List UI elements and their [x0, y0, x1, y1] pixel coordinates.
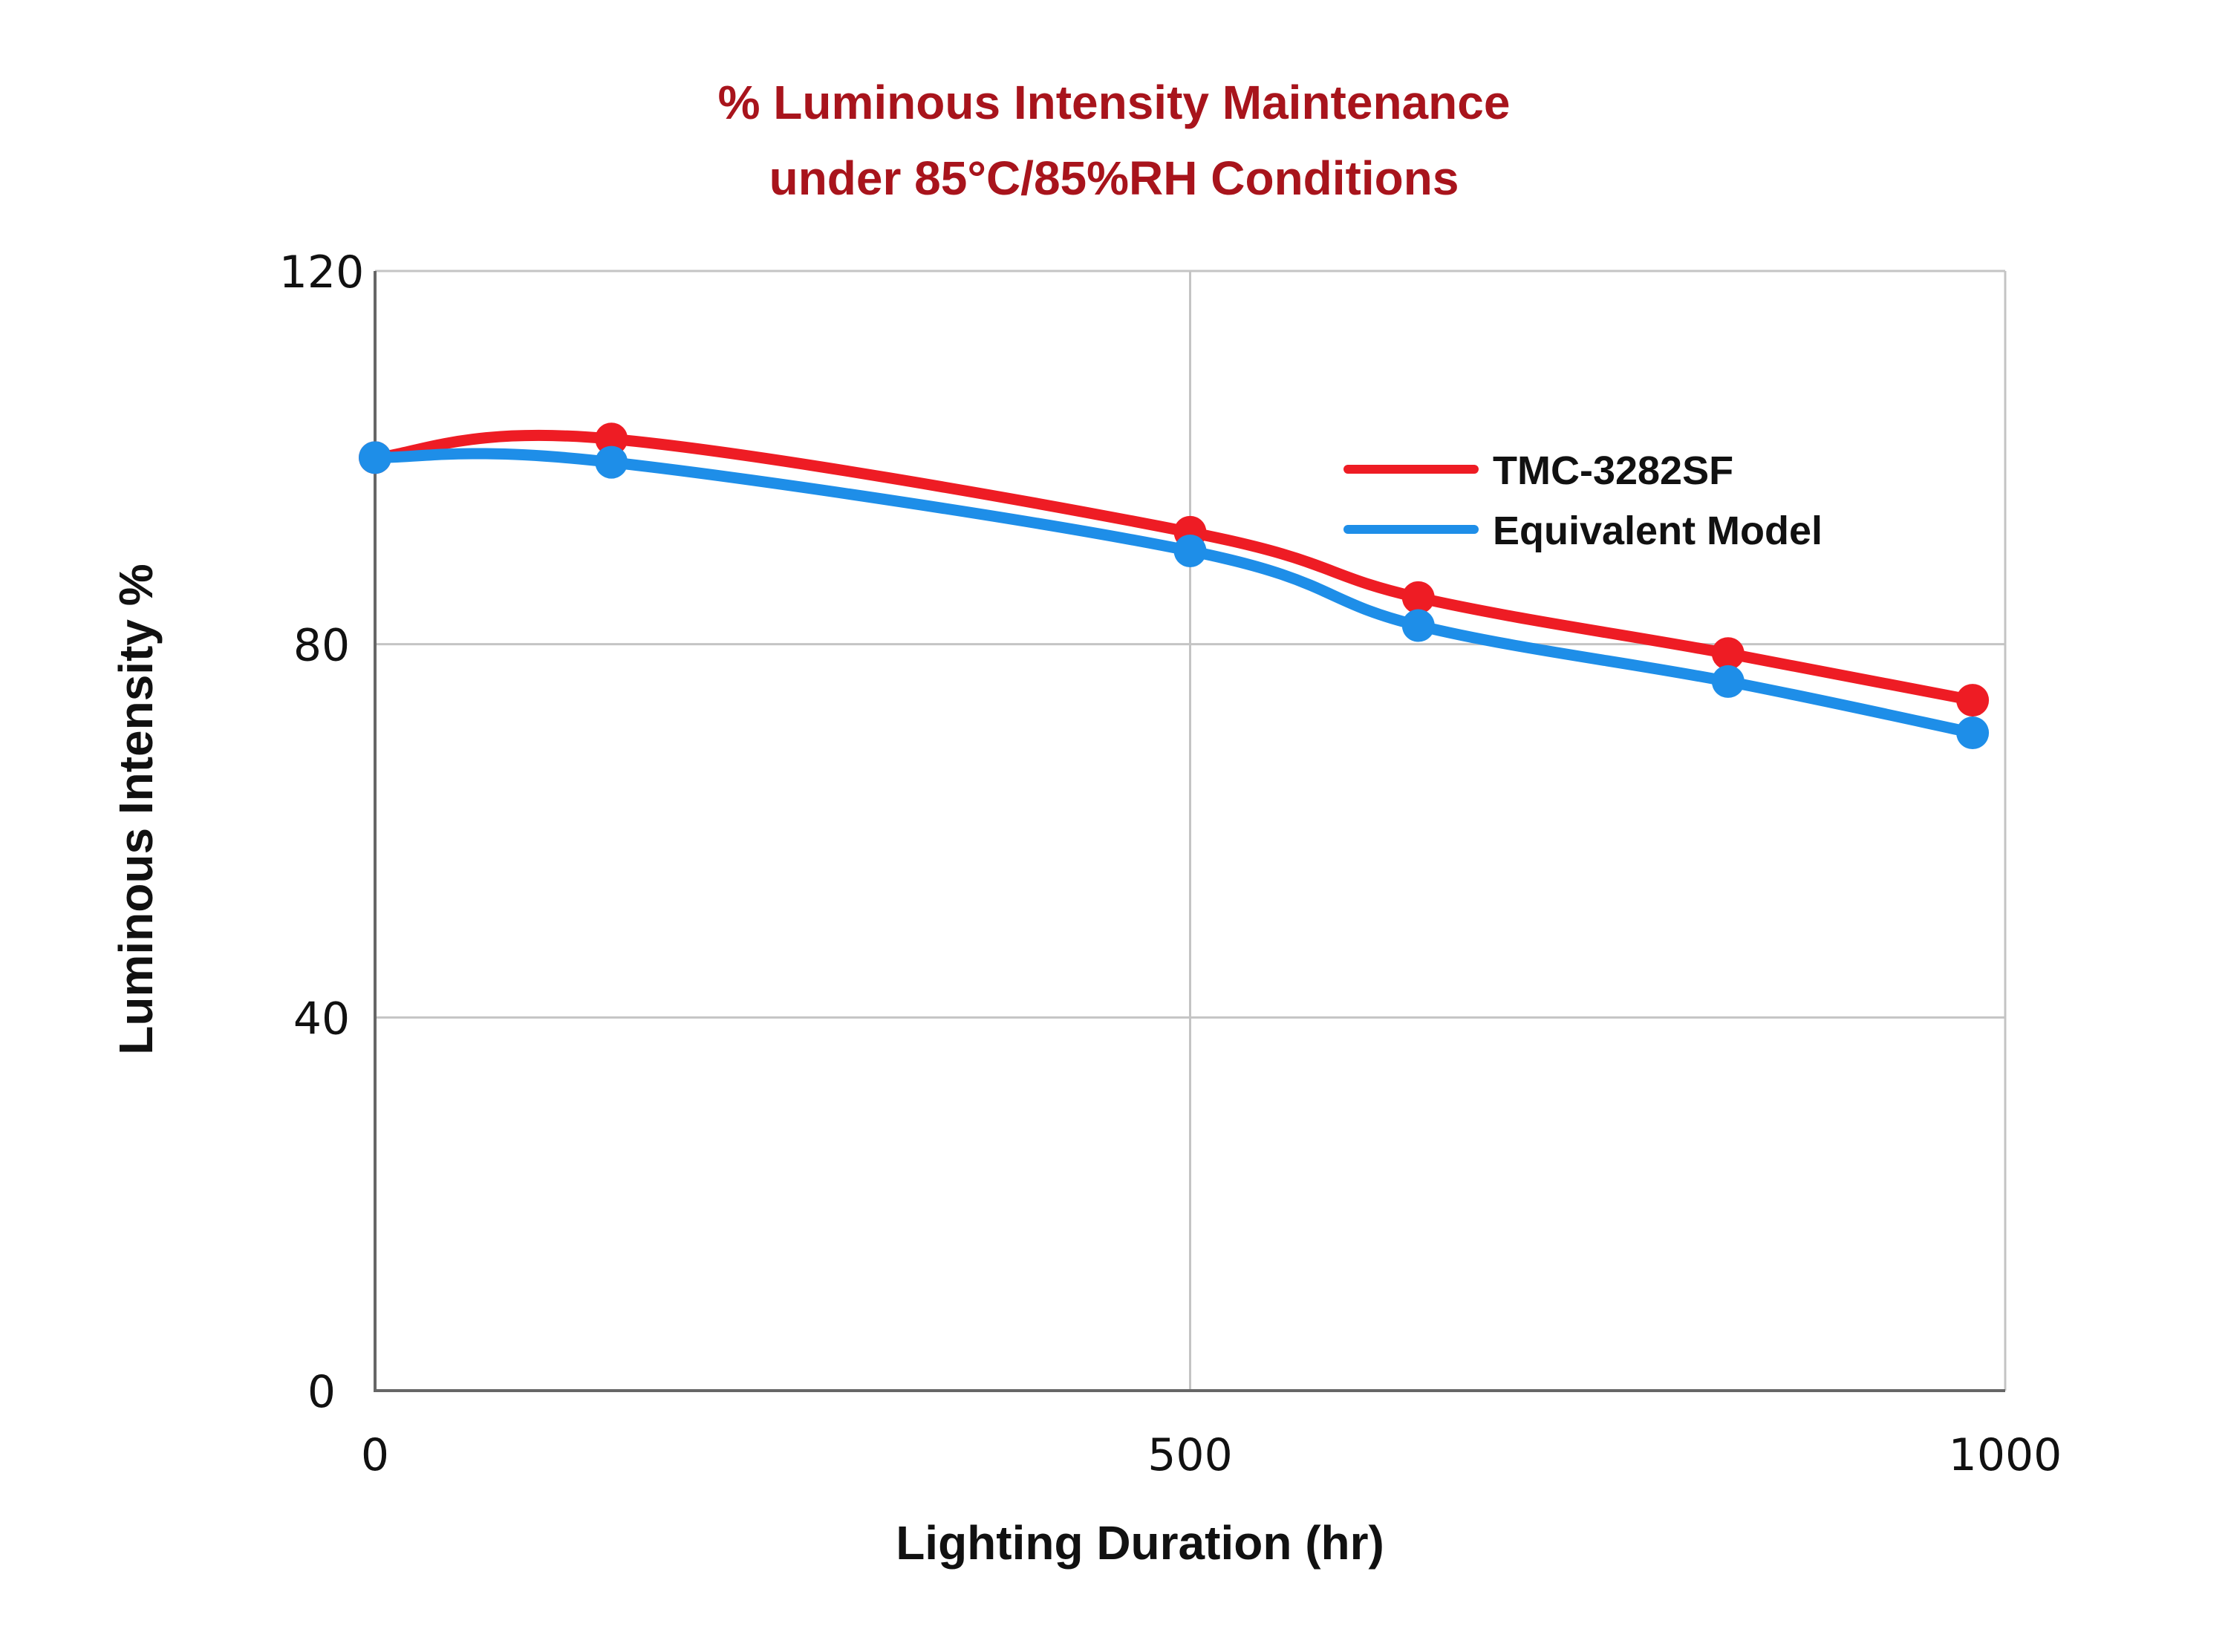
- y-tick-label-0: 0: [307, 1366, 336, 1418]
- y-tick-label-80: 80: [293, 620, 350, 672]
- x-axis-title: Lighting Duration (hr): [896, 1516, 1384, 1570]
- x-tick-label-1000: 1000: [1949, 1429, 2062, 1481]
- y-tick-label-40: 40: [293, 993, 350, 1045]
- data-point-equivalent-model-830: [1711, 665, 1745, 698]
- series: [359, 422, 1990, 750]
- x-tick-label-500: 500: [1147, 1429, 1233, 1481]
- grid-lines: [375, 270, 2007, 1391]
- legend: TMC-3282SF Equivalent Model: [1343, 448, 1823, 553]
- data-point-equivalent-model-145: [595, 445, 628, 479]
- data-point-equivalent-model-640: [1401, 609, 1435, 642]
- data-point-tmc-3282sf-830: [1711, 637, 1745, 670]
- data-point-equivalent-model-0: [359, 441, 391, 474]
- x-tick-label-0: 0: [361, 1429, 389, 1481]
- data-point-tmc-3282sf-980: [1956, 684, 1990, 717]
- data-point-tmc-3282sf-145: [595, 422, 628, 456]
- data-point-tmc-3282sf-640: [1401, 581, 1435, 614]
- data-point-equivalent-model-980: [1956, 716, 1990, 750]
- chart-title-line-1: % Luminous Intensity Maintenance: [718, 76, 1511, 129]
- data-point-equivalent-model-500: [1173, 535, 1207, 567]
- tick-labels: 0 40 80 120 0 500 1000: [279, 247, 2062, 1481]
- legend-label-tmc-3282sf: TMC-3282SF: [1493, 448, 1733, 493]
- series-equivalent-model: [359, 441, 1990, 750]
- chart-title-line-2: under 85°C/85%RH Conditions: [769, 151, 1459, 205]
- legend-label-equivalent-model: Equivalent Model: [1493, 509, 1823, 553]
- y-axis-title: Luminous Intensity %: [109, 564, 163, 1054]
- y-tick-label-120: 120: [279, 247, 365, 298]
